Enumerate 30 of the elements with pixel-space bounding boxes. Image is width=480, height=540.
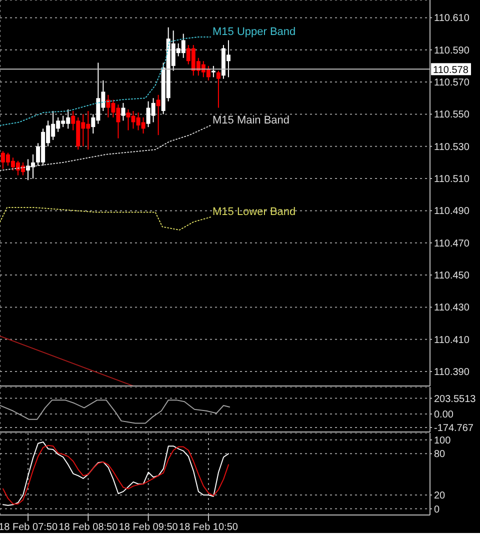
x-tick-label: 18 Feb 10:50 xyxy=(179,522,238,534)
y-tick-label: 110.450 xyxy=(434,270,470,282)
y-tick-label: 110.550 xyxy=(434,110,470,121)
candlestick xyxy=(121,102,126,122)
ref-line-label: 110.578 xyxy=(433,65,469,76)
y-tick-label: 80 xyxy=(434,449,446,460)
y-tick-label: 110.590 xyxy=(434,45,470,56)
y-tick-label: 110.390 xyxy=(434,367,470,378)
candlestick xyxy=(211,65,216,78)
y-tick-label: 110.430 xyxy=(434,302,470,314)
y-tick-label: -174.767 xyxy=(434,423,474,434)
y-tick-label: 110.470 xyxy=(434,238,470,250)
y-tick-label: 100 xyxy=(434,435,452,446)
y-tick-label: 110.530 xyxy=(434,142,470,153)
y-tick-label: 20 xyxy=(434,490,446,502)
y-tick-label: 110.610 xyxy=(434,13,470,24)
y-tick-label: 203.5513 xyxy=(434,394,476,405)
series-label: M15 Main Band xyxy=(212,114,290,126)
y-tick-label: 110.490 xyxy=(434,206,470,218)
series-label: M15 Upper Band xyxy=(212,26,296,38)
x-tick-label: 18 Feb 08:50 xyxy=(58,522,118,534)
y-tick-label: 0.00 xyxy=(434,410,454,421)
y-tick-label: 0 xyxy=(434,504,440,516)
y-tick-label: 110.410 xyxy=(434,334,470,346)
y-tick-label: 110.510 xyxy=(434,174,470,186)
x-tick-label: 18 Feb 09:50 xyxy=(118,522,178,534)
candlestick xyxy=(216,70,220,108)
y-tick-label: 110.570 xyxy=(434,78,470,89)
series-label: M15 Lower Band xyxy=(212,206,296,218)
candlestick xyxy=(156,94,160,136)
